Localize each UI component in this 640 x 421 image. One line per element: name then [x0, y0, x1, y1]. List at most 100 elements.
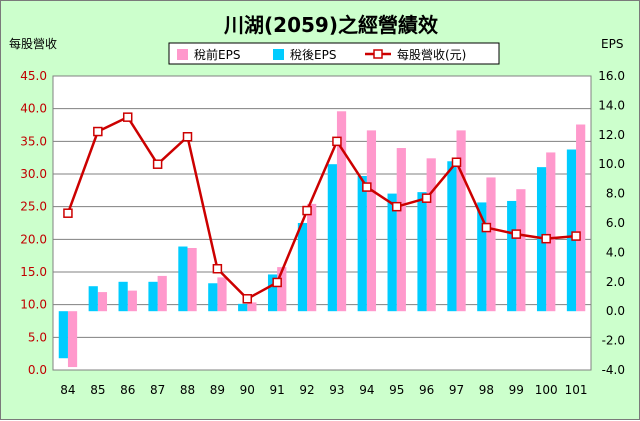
y-tick-label-left: 40.0 [20, 102, 47, 116]
y-tick-label-left: 35.0 [20, 134, 47, 148]
bar-pretax-eps [456, 130, 466, 312]
x-tick-label: 98 [479, 383, 494, 397]
legend-swatch-pretax-eps [177, 49, 188, 60]
y-tick-label-right: 6.0 [606, 216, 625, 230]
bar-aftertax-eps [387, 193, 397, 312]
bar-pretax-eps [97, 292, 108, 312]
bar-pretax-eps [277, 267, 287, 312]
y-tick-label-left: 10.0 [20, 298, 47, 312]
revenue-point [212, 263, 223, 274]
bar-aftertax-eps [297, 223, 308, 312]
bar-aftertax-eps [477, 202, 487, 312]
bar-aftertax-eps [357, 175, 367, 312]
y-tick-label-right: 8.0 [606, 187, 625, 201]
bar-pretax-eps [127, 290, 137, 312]
revenue-point [391, 201, 402, 212]
x-tick-label: 89 [210, 383, 225, 397]
bar-aftertax-eps [566, 149, 577, 312]
revenue-point [421, 193, 432, 203]
legend-marker-revenue [373, 49, 383, 59]
bar-aftertax-eps [208, 283, 218, 312]
y-tick-label-right: 0.0 [606, 304, 625, 318]
y-tick-label-left: 25.0 [20, 200, 47, 214]
x-tick-label: 97 [449, 383, 464, 397]
y-tick-label-right: -4.0 [602, 363, 625, 377]
y-tick-label-left: 0.0 [28, 363, 47, 377]
bar-pretax-eps [426, 158, 436, 312]
bar-aftertax-eps [267, 274, 278, 312]
x-tick-label: 95 [389, 383, 404, 397]
legend-label-revenue: 每股營收(元) [397, 47, 466, 62]
y-tick-label-right: 12.0 [598, 128, 625, 142]
y-tick-label-right: 4.0 [606, 245, 625, 259]
revenue-point [571, 231, 581, 241]
y-tick-label-right: -2.0 [602, 334, 625, 348]
revenue-point [451, 157, 462, 167]
bar-pretax-eps [187, 247, 197, 312]
revenue-point [272, 277, 282, 288]
x-tick-label: 101 [565, 383, 588, 397]
x-tick-label: 93 [329, 383, 344, 397]
revenue-line [63, 112, 581, 304]
y-axis-label-left: 每股營收 [9, 36, 57, 51]
bar-pretax-eps [516, 189, 526, 312]
axes: 0.0 5.0 10.0 15.0 20.0 25.0 30.0 35.0 40.0 45.0 -4… [20, 69, 625, 397]
x-tick-label: 90 [240, 383, 255, 397]
revenue-point [122, 112, 133, 122]
x-tick-label: 96 [419, 383, 434, 397]
y-tick-label-left: 45.0 [20, 69, 47, 83]
plot-area [52, 75, 592, 371]
x-tick-label: 94 [359, 383, 374, 397]
x-tick-label: 100 [535, 383, 558, 397]
x-tick-label: 92 [299, 383, 314, 397]
revenue-point [511, 229, 522, 239]
y-axis-label-right: EPS [601, 37, 623, 51]
revenue-point [152, 159, 163, 169]
bar-pretax-eps [157, 275, 167, 312]
bar-aftertax-eps [507, 200, 517, 312]
bar-pretax-eps [67, 311, 78, 368]
y-tick-label-right: 14.0 [598, 98, 625, 112]
bar-aftertax-eps [447, 161, 457, 312]
y-tick-label-right: 16.0 [598, 69, 625, 83]
x-tick-label: 86 [120, 383, 135, 397]
bars [58, 111, 586, 368]
bar-pretax-eps [546, 152, 556, 312]
bar-pretax-eps [396, 148, 406, 312]
y-tick-label-left: 15.0 [20, 265, 47, 279]
bar-pretax-eps [247, 302, 257, 312]
y-tick-label-right: 2.0 [606, 275, 625, 289]
y-tick-label-left: 30.0 [20, 167, 47, 181]
bar-pretax-eps [366, 130, 377, 312]
x-tick-label: 87 [150, 383, 165, 397]
chart-title: 川湖(2059)之經營績效 [223, 13, 438, 37]
revenue-point [362, 182, 372, 192]
bar-pretax-eps [486, 177, 496, 312]
revenue-point [63, 208, 73, 218]
revenue-point [481, 222, 492, 233]
x-tick-label: 85 [90, 383, 105, 397]
y-tick-label-right: 10.0 [598, 157, 625, 171]
legend-swatch-aftertax-eps [273, 49, 284, 60]
legend-label-aftertax-eps: 稅後EPS [290, 48, 336, 62]
revenue-line-path [66, 115, 577, 301]
x-tick-label: 84 [60, 383, 75, 397]
bar-aftertax-eps [178, 246, 188, 312]
x-tick-label: 99 [509, 383, 524, 397]
bar-pretax-eps [576, 124, 586, 312]
revenue-point [93, 126, 103, 137]
revenue-point [541, 233, 551, 244]
bar-aftertax-eps [58, 311, 68, 359]
x-tick-label: 91 [270, 383, 285, 397]
legend-label-pretax-eps: 稅前EPS [194, 47, 240, 62]
bar-aftertax-eps [327, 164, 337, 312]
revenue-point [332, 136, 342, 147]
bar-aftertax-eps [88, 286, 98, 312]
x-tick-label: 88 [180, 383, 195, 397]
y-tick-label-left: 5.0 [28, 330, 47, 344]
legend-box [168, 42, 500, 65]
revenue-point [182, 132, 193, 142]
revenue-point [242, 294, 253, 304]
